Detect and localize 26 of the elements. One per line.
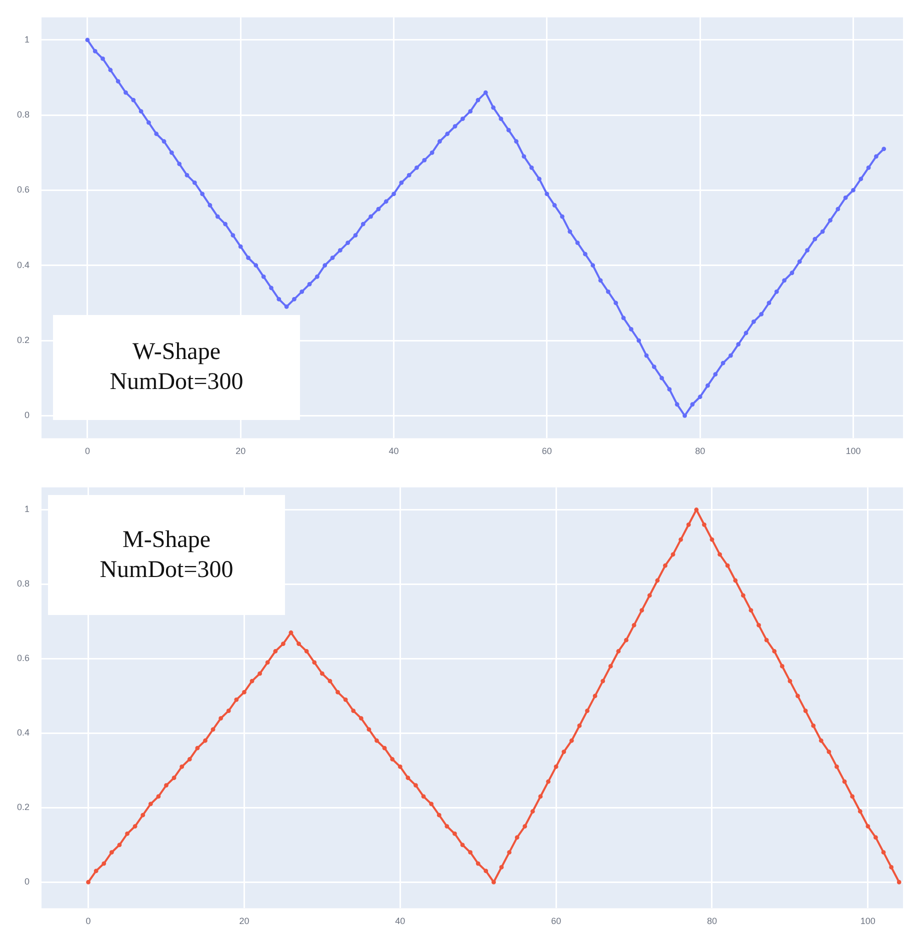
y-tick-label: 1 (24, 504, 30, 514)
text-box: W-Shape NumDot=300 (53, 315, 300, 420)
x-tick-label: 20 (236, 446, 246, 456)
y-tick-label: 0.4 (16, 260, 30, 270)
x-tick-label: 60 (542, 446, 552, 456)
x-tick-label: 80 (695, 446, 706, 456)
x-tick-label: 100 (860, 916, 876, 926)
x-tick-label: 100 (846, 446, 861, 456)
y-tick-label: 0 (24, 410, 30, 420)
y-tick-label: 0.8 (16, 110, 30, 120)
y-tick-label: 0 (24, 876, 30, 887)
x-tick-label: 40 (388, 446, 399, 456)
y-tick-label: 0.6 (16, 653, 30, 664)
x-tick-label: 20 (239, 916, 250, 926)
y-tick-label: 0.2 (16, 802, 30, 812)
y-tick-label: 0.6 (16, 184, 30, 195)
text-box: M-Shape NumDot=300 (48, 495, 285, 615)
x-tick-label: 0 (84, 446, 90, 456)
x-tick-label: 0 (86, 916, 91, 926)
x-tick-label: 60 (551, 916, 562, 926)
y-tick-label: 0.8 (16, 578, 30, 589)
y-tick-label: 0.2 (16, 335, 30, 345)
y-tick-label: 1 (24, 34, 30, 44)
x-tick-label: 40 (395, 916, 406, 926)
y-tick-label: 0.4 (16, 728, 30, 738)
x-tick-label: 80 (706, 916, 717, 926)
